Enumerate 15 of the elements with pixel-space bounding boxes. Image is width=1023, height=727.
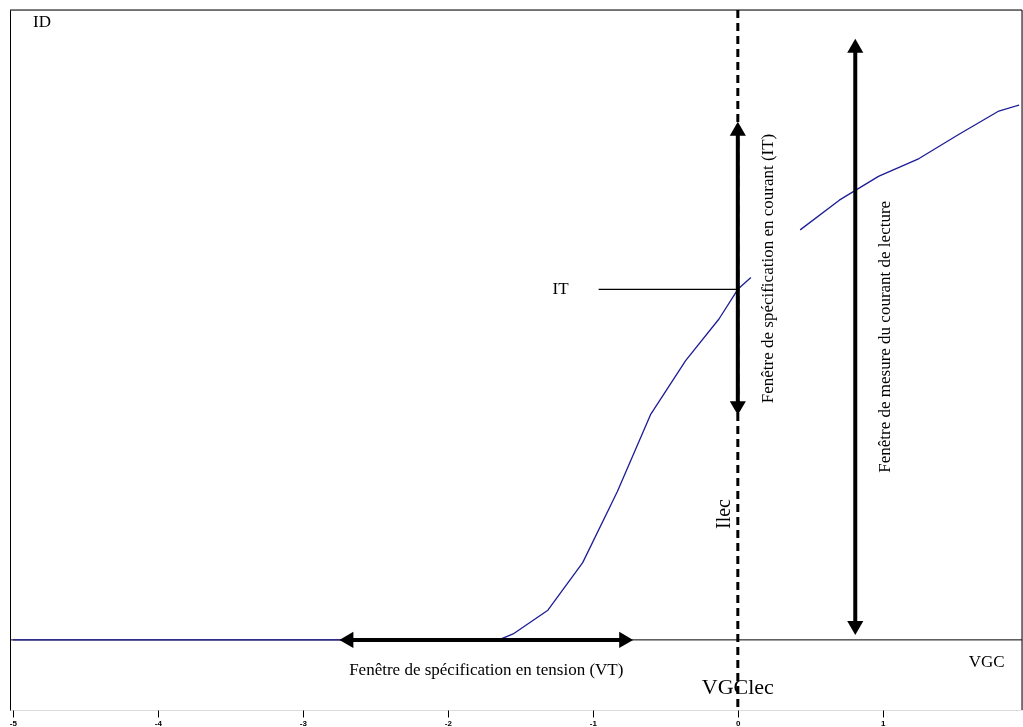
x-tick-label: -4 <box>154 718 163 727</box>
x-tick-label: 0 <box>736 718 742 727</box>
x-axis-title: VGC <box>968 651 1005 671</box>
x-tick-label: -5 <box>9 718 18 727</box>
ref-line-label: Ilec <box>711 498 734 529</box>
series-label: IT <box>552 279 570 299</box>
x-tick-label: -3 <box>299 718 308 727</box>
y-axis-title: ID <box>33 12 51 31</box>
annotation: VGClec <box>701 674 775 700</box>
x-tick-label: 1 <box>881 718 887 727</box>
x-tick-label: -2 <box>444 718 453 727</box>
text: Fenêtre de spécification en courant (IT) <box>757 133 777 404</box>
x-tick-label: -1 <box>589 718 598 727</box>
text: Fenêtre de mesure du courant de lecture <box>875 200 895 473</box>
series-label: Fenêtre de spécification en tension (VT) <box>349 659 624 679</box>
